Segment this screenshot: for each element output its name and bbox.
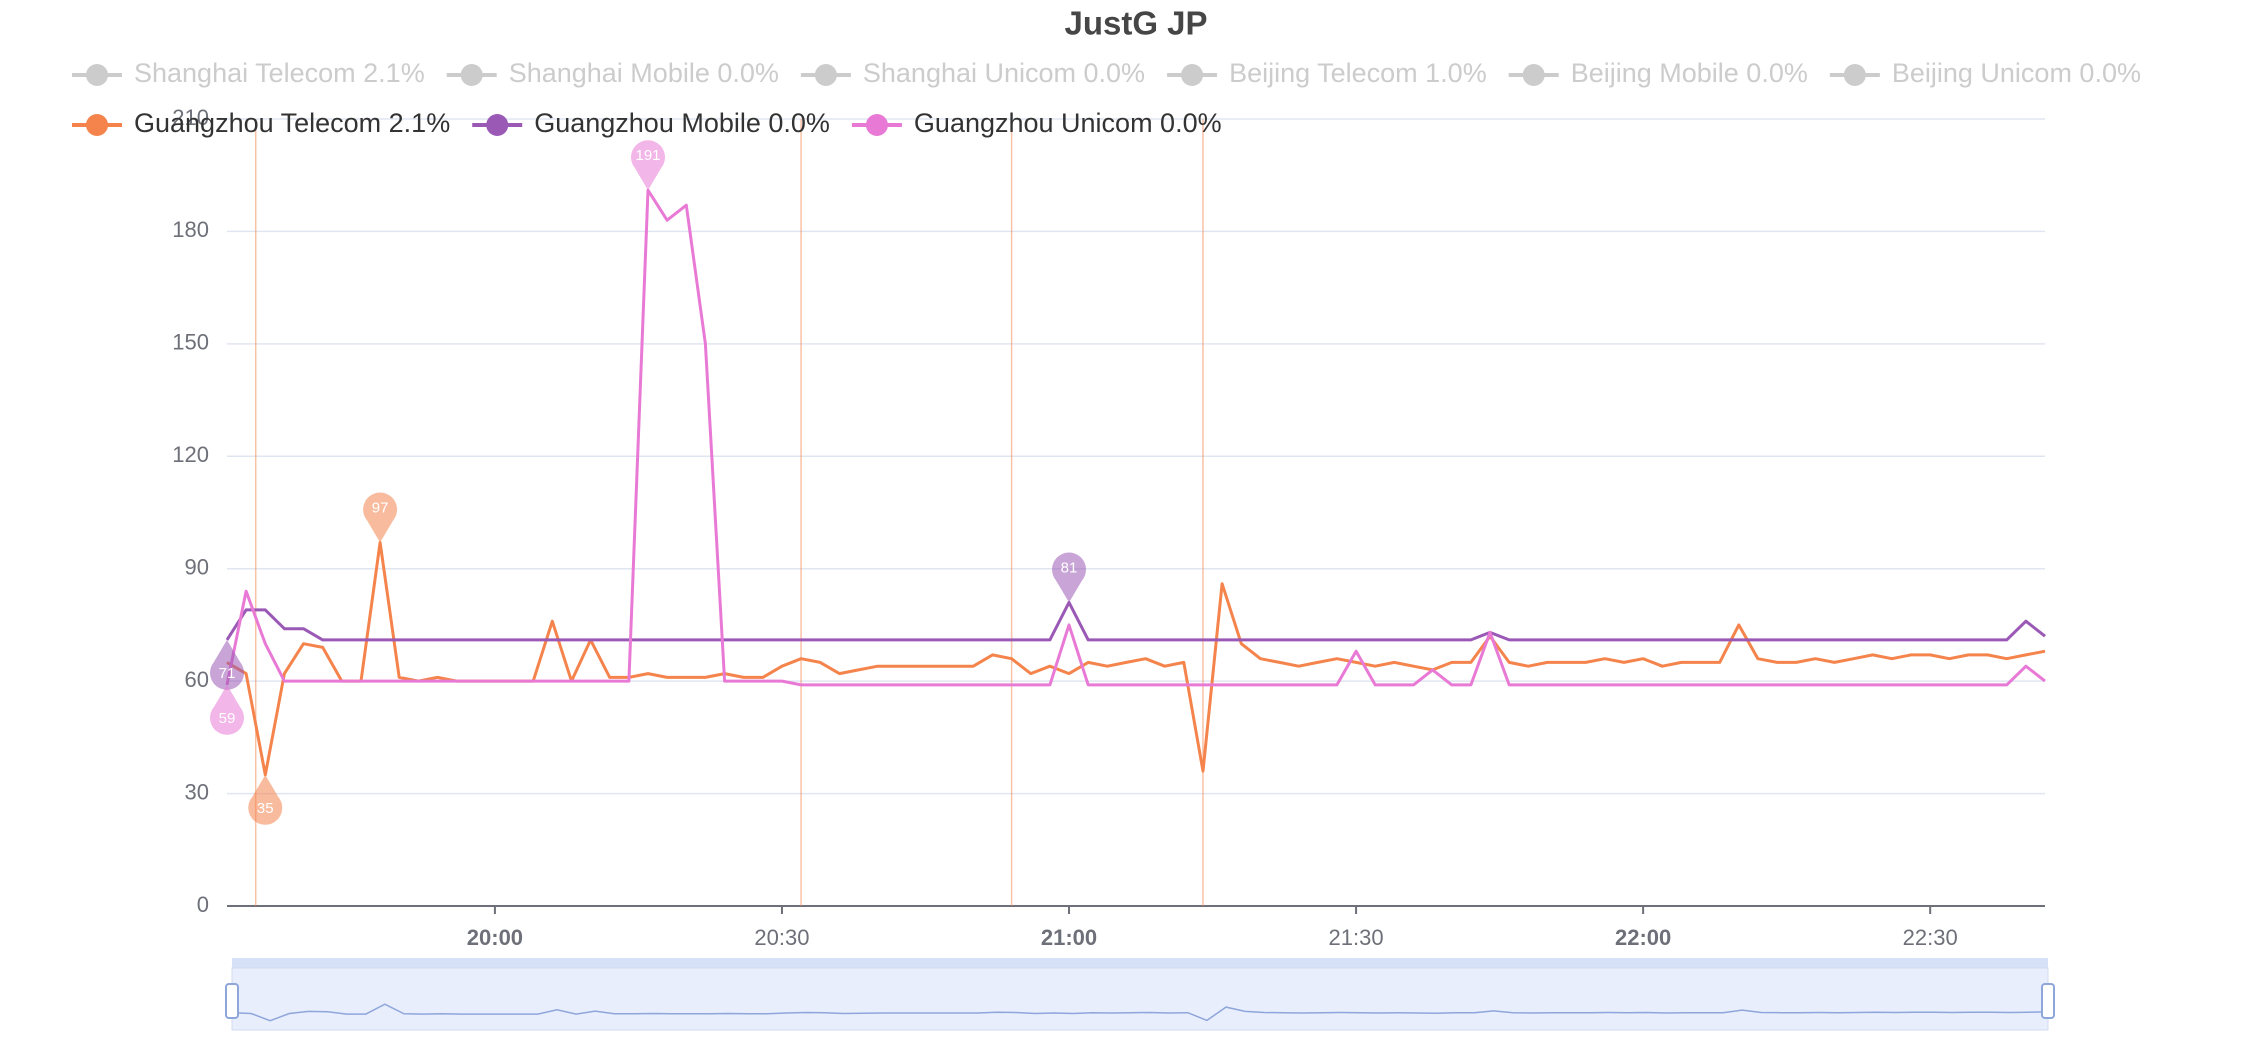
y-tick-label: 120 (172, 442, 209, 467)
x-tick-label: 22:30 (1903, 925, 1958, 950)
x-tick-label: 21:30 (1329, 925, 1384, 950)
series-line (225, 188, 2046, 687)
mark-pin (248, 774, 283, 825)
zoom-handle[interactable] (225, 983, 239, 1019)
legend-icon (814, 64, 837, 86)
legend-icon (865, 114, 888, 136)
legend-icon (1522, 64, 1545, 86)
mark-pin-label: 191 (635, 147, 660, 164)
legend-label[interactable]: Beijing Mobile 0.0% (1571, 58, 1808, 88)
mark-pin-label: 59 (219, 710, 236, 727)
mark-pin (631, 140, 666, 191)
legend-icon (86, 64, 108, 86)
legend-icon (86, 114, 108, 136)
x-tick-label: 20:00 (467, 925, 523, 950)
mark-pin-label: 81 (1061, 559, 1078, 576)
mark-pin-label: 35 (257, 800, 274, 817)
y-tick-label: 180 (172, 217, 209, 242)
legend-label[interactable]: Shanghai Unicom 0.0% (863, 58, 1145, 88)
x-tick-label: 20:30 (754, 925, 809, 950)
legend-label[interactable]: Guangzhou Telecom 2.1% (134, 108, 450, 138)
legend-icon (1843, 64, 1866, 86)
legend-label[interactable]: Beijing Telecom 1.0% (1229, 58, 1487, 88)
legend-label[interactable]: Shanghai Mobile 0.0% (509, 58, 779, 88)
y-tick-label: 210 (172, 105, 209, 130)
zoom-frame (231, 967, 2049, 1031)
legend-label[interactable]: Guangzhou Mobile 0.0% (534, 108, 830, 138)
zoom-top-bar[interactable] (232, 958, 2048, 968)
legend-label[interactable]: Beijing Unicom 0.0% (1892, 58, 2141, 88)
mark-pin-label: 97 (372, 499, 389, 516)
mark-pin (363, 492, 398, 543)
y-tick-label: 150 (172, 330, 209, 355)
legend-icon (1181, 64, 1204, 86)
x-tick-label: 21:00 (1041, 925, 1097, 950)
zoom-handle[interactable] (2041, 983, 2055, 1019)
series-line (225, 600, 2046, 642)
x-tick-label: 22:00 (1615, 925, 1671, 950)
y-tick-label: 60 (185, 667, 209, 692)
legend-icon (486, 114, 509, 136)
series-line (226, 541, 2046, 777)
mark-pin-label: 71 (219, 665, 236, 682)
y-tick-label: 90 (185, 555, 209, 580)
y-tick-label: 0 (197, 892, 209, 917)
legend-icon (460, 64, 483, 86)
mark-pin (210, 684, 244, 735)
legend-label[interactable]: Shanghai Telecom 2.1% (134, 58, 425, 88)
mark-pin (210, 639, 244, 690)
mark-pin (1052, 552, 1087, 603)
chart-title: JustG JP (1064, 5, 1207, 42)
y-tick-label: 30 (185, 779, 209, 804)
zoom-preview-line (231, 1003, 2049, 1022)
legend-label[interactable]: Guangzhou Unicom 0.0% (914, 108, 1222, 138)
